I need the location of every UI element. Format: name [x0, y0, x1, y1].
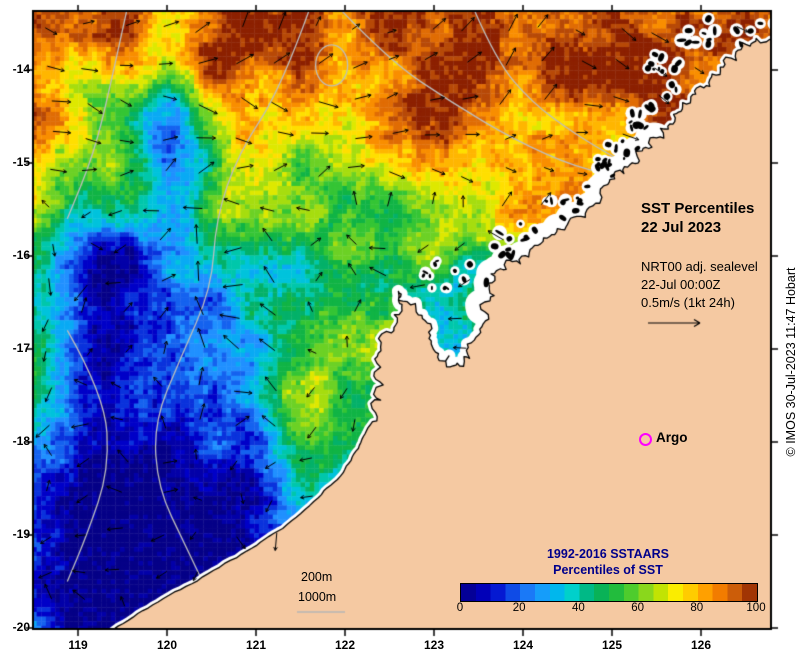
- plot-date: 22 Jul 2023: [641, 219, 722, 236]
- y-axis-tick-label: -18: [12, 434, 30, 448]
- colorbar-tick-label: 100: [746, 602, 766, 614]
- contour-label-200m: 200m: [301, 570, 333, 584]
- x-axis-tick-label: 120: [156, 638, 178, 652]
- x-axis-tick-label: 119: [68, 638, 88, 652]
- y-axis-tick-label: -15: [12, 155, 30, 169]
- info-line-vector-scale: 0.5m/s (1kt 24h): [641, 295, 735, 310]
- x-axis-tick-label: 121: [245, 638, 267, 652]
- colorbar-tick-label: 80: [690, 602, 704, 614]
- y-axis-tick-label: -19: [12, 527, 30, 541]
- info-line-datetime: 22-Jul 00:00Z: [641, 277, 721, 292]
- colorbar-tick-label: 40: [571, 602, 585, 614]
- colorbar-tick-label: 0: [456, 602, 464, 614]
- copyright-vertical-text: © IMOS 30-Jul-2023 11:47 Hobart: [784, 267, 798, 457]
- colorbar-tick-label: 60: [631, 602, 644, 614]
- y-axis-tick-label: -20: [12, 620, 30, 634]
- plot-title: SST Percentiles: [641, 200, 755, 217]
- argo-label: Argo: [656, 430, 688, 445]
- contour-label-1000m: 1000m: [298, 590, 337, 604]
- y-axis-tick-label: -16: [12, 248, 30, 262]
- x-axis-tick-label: 124: [512, 638, 534, 652]
- y-axis-tick-label: -17: [12, 341, 30, 355]
- info-line-sealevel: NRT00 adj. sealevel: [641, 259, 758, 274]
- x-axis-tick-label: 126: [690, 638, 712, 652]
- x-axis-tick-label: 125: [601, 638, 623, 652]
- x-axis-tick-label: 122: [334, 638, 356, 652]
- x-axis-tick-label: 123: [423, 638, 445, 652]
- legend-subtitle: Percentiles of SST: [553, 563, 663, 577]
- colorbar: [460, 583, 758, 602]
- y-axis-tick-label: -14: [12, 62, 30, 76]
- colorbar-tick-label: 20: [512, 602, 526, 614]
- argo-marker-icon: [639, 433, 652, 446]
- legend-title: 1992-2016 SSTAARS: [546, 547, 670, 561]
